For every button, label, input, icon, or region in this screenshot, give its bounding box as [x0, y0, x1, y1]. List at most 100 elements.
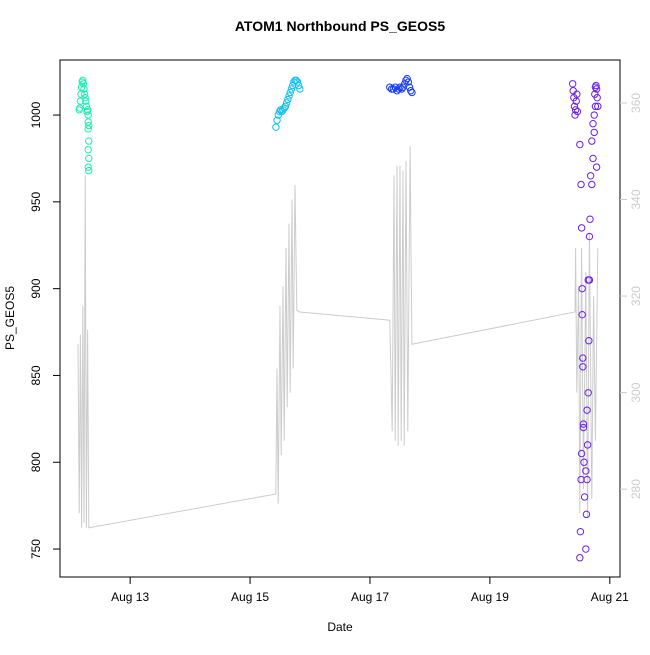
y2-tick-label: 280 [629, 479, 643, 499]
point [577, 475, 585, 484]
point [82, 97, 90, 105]
point [284, 95, 292, 104]
point [80, 90, 89, 98]
point [293, 78, 302, 86]
point [81, 93, 89, 102]
point [85, 154, 93, 163]
point [389, 85, 398, 93]
point [296, 85, 304, 93]
point [578, 310, 586, 319]
x-tick-label: Aug 19 [471, 590, 509, 604]
point [84, 125, 92, 133]
point [84, 163, 92, 171]
point [85, 137, 93, 145]
chart-title: ATOM1 Northbound PS_GEOS5 [235, 18, 445, 34]
point [82, 102, 91, 111]
point [590, 128, 598, 137]
x-tick-label: Aug 21 [591, 590, 629, 604]
point [576, 527, 585, 536]
point [579, 363, 587, 371]
point [290, 78, 298, 86]
point [592, 81, 600, 90]
point [386, 83, 394, 91]
point [580, 493, 589, 501]
point [573, 90, 581, 98]
y-axis-label: PS_GEOS5 [3, 286, 17, 350]
point [582, 545, 590, 553]
x-axis-label: Date [327, 620, 353, 634]
point [79, 76, 87, 85]
point [395, 85, 403, 93]
point [593, 93, 601, 102]
point [273, 116, 281, 124]
point [589, 120, 597, 128]
point [285, 92, 293, 100]
point [588, 137, 596, 145]
point [592, 85, 601, 93]
point [591, 102, 600, 111]
point [585, 232, 594, 241]
y-tick-label: 750 [29, 539, 43, 559]
y2-tick-label: 300 [629, 382, 643, 402]
point [580, 458, 588, 466]
x-tick-label: Aug 17 [351, 590, 389, 604]
x-tick-label: Aug 13 [111, 590, 149, 604]
point [583, 441, 592, 449]
y-tick-label: 950 [29, 192, 43, 212]
point [584, 389, 592, 397]
point [294, 81, 303, 90]
point [588, 180, 596, 189]
point [590, 111, 598, 119]
point [272, 123, 280, 131]
gray-line [77, 146, 599, 529]
point [582, 510, 591, 519]
point [408, 88, 416, 97]
point [586, 172, 595, 180]
y-tick-label: 1000 [29, 101, 43, 128]
point [577, 224, 586, 232]
point [571, 106, 580, 114]
point [579, 420, 588, 428]
y2-tick-label: 320 [629, 286, 643, 306]
point [568, 80, 577, 88]
point [404, 78, 413, 86]
point [576, 140, 584, 149]
point [84, 111, 92, 119]
point [287, 85, 296, 93]
point [76, 104, 84, 112]
point [83, 106, 92, 114]
point [583, 406, 591, 414]
point [573, 107, 582, 116]
point [396, 83, 404, 91]
y-tick-label: 900 [29, 278, 43, 298]
point [282, 99, 291, 107]
point [84, 146, 92, 154]
point [286, 88, 294, 97]
point [391, 83, 399, 91]
point [402, 76, 410, 85]
point [76, 97, 85, 105]
plot-frame [59, 59, 621, 578]
point [403, 74, 411, 83]
point [79, 80, 88, 88]
y2-tick-label: 360 [629, 93, 643, 113]
x-tick-label: Aug 15 [231, 590, 269, 604]
point [582, 467, 590, 475]
point [577, 180, 585, 189]
point [572, 97, 580, 105]
point [594, 102, 602, 111]
point [84, 118, 92, 126]
y2-tick-label: 340 [629, 189, 643, 209]
point [281, 102, 290, 111]
point [584, 276, 592, 284]
point [577, 449, 586, 458]
point [80, 85, 88, 93]
y-tick-label: 800 [29, 452, 43, 472]
point [275, 107, 284, 116]
point [77, 83, 86, 91]
point [589, 154, 597, 163]
point [585, 337, 593, 345]
point [592, 163, 601, 171]
point [579, 354, 587, 362]
